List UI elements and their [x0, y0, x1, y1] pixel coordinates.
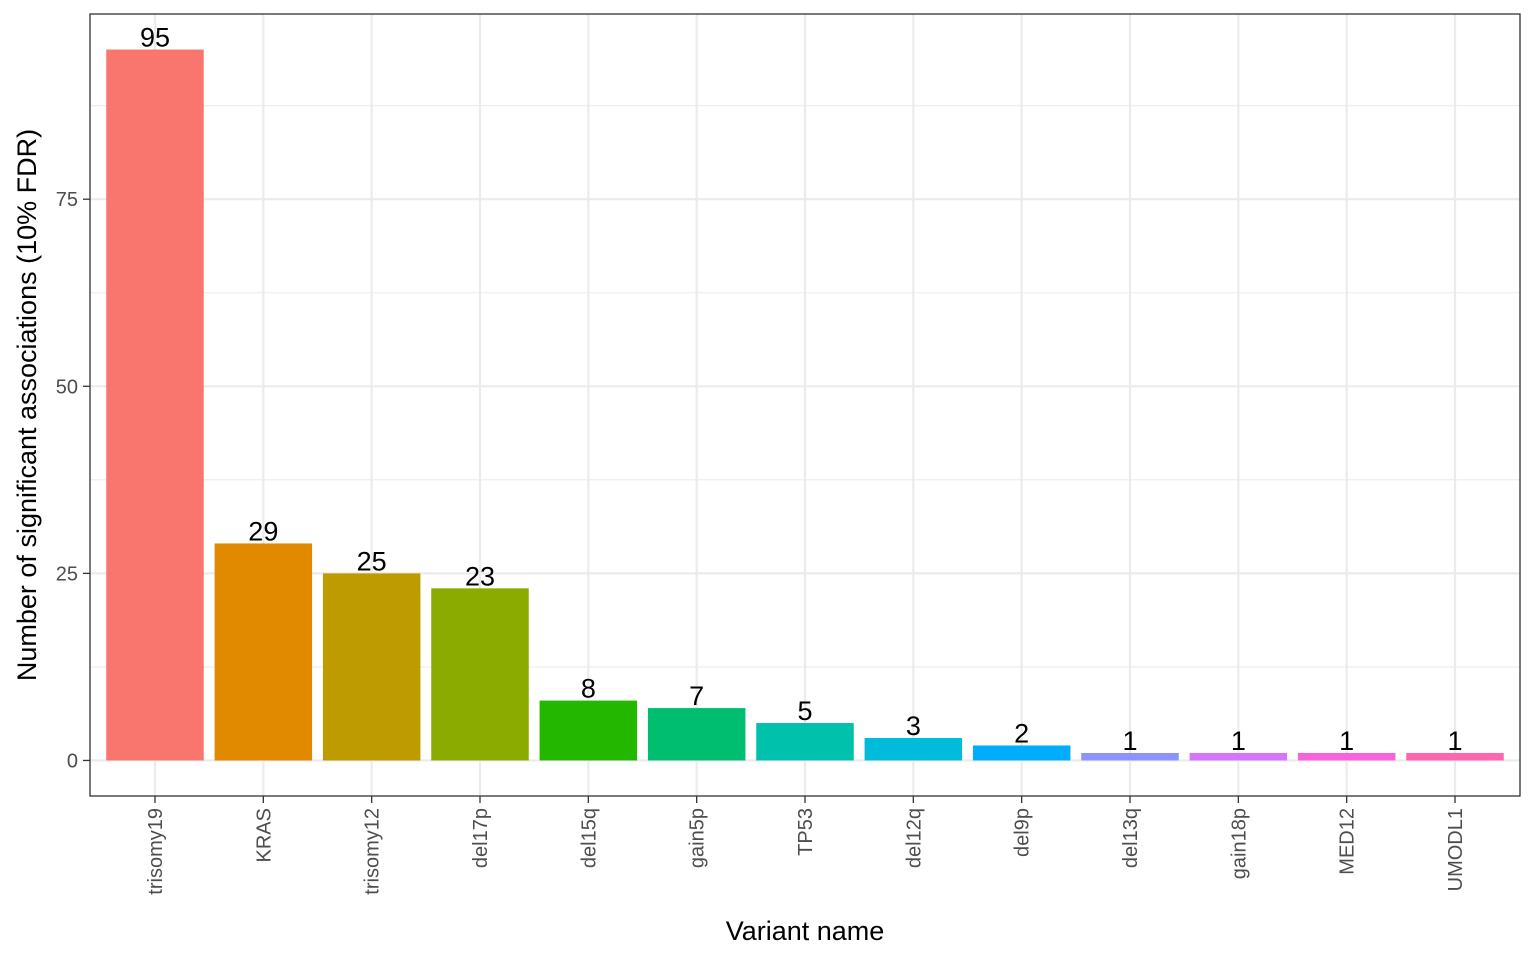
bar-value-label: 25 — [357, 546, 387, 576]
bar-value-labels: 95 29 25 23 8 7 5 3 2 1 1 1 1 — [140, 23, 1463, 756]
bar-value-label: 23 — [465, 561, 495, 591]
bar-value-label: 7 — [689, 681, 704, 711]
x-tick-label: MED12 — [1337, 808, 1359, 875]
bar-value-label: 95 — [140, 23, 170, 53]
x-tick-label: KRAS — [253, 808, 275, 862]
bar — [647, 708, 746, 761]
x-tick-label: del12q — [903, 808, 925, 868]
x-tick-label: del15q — [578, 808, 600, 868]
x-tick-label: del9p — [1012, 808, 1034, 857]
bar-value-label: 5 — [797, 696, 812, 726]
y-tick-label: 0 — [67, 750, 78, 772]
bar — [1406, 752, 1504, 761]
bar-value-label: 1 — [1231, 726, 1246, 756]
bar — [322, 573, 421, 761]
y-tick-label: 75 — [56, 189, 78, 211]
x-tick-label: TP53 — [795, 808, 817, 856]
bar — [1297, 752, 1396, 761]
x-tick-label: gain18p — [1228, 808, 1250, 879]
bar — [214, 543, 313, 761]
y-tick-label: 50 — [56, 376, 78, 398]
bar — [756, 723, 854, 761]
bar-value-label: 8 — [581, 674, 596, 704]
bar-value-label: 1 — [1447, 726, 1462, 756]
bar-value-label: 1 — [1122, 726, 1137, 756]
x-tick-label: trisomy19 — [145, 808, 167, 895]
x-tick-label: del17p — [470, 808, 492, 868]
y-tick-label: 25 — [56, 563, 78, 585]
x-axis-title: Variant name — [726, 916, 885, 946]
x-tick-label: gain5p — [687, 808, 709, 868]
bars — [106, 49, 1504, 761]
bar-value-label: 1 — [1339, 726, 1354, 756]
bar-value-label: 29 — [248, 516, 278, 546]
bar — [1081, 752, 1179, 761]
x-tick-label: UMODL1 — [1445, 808, 1467, 891]
bar-value-label: 2 — [1014, 718, 1029, 748]
bar — [431, 588, 529, 761]
bar — [1189, 752, 1288, 761]
bar — [539, 700, 638, 761]
bar — [864, 738, 963, 761]
bar — [106, 49, 204, 761]
x-tick-label: del13q — [1120, 808, 1142, 868]
y-axis-title: Number of significant associations (10% … — [12, 129, 42, 681]
bar — [972, 745, 1071, 761]
x-tick-label: trisomy12 — [362, 808, 384, 895]
bar-value-label: 3 — [906, 711, 921, 741]
